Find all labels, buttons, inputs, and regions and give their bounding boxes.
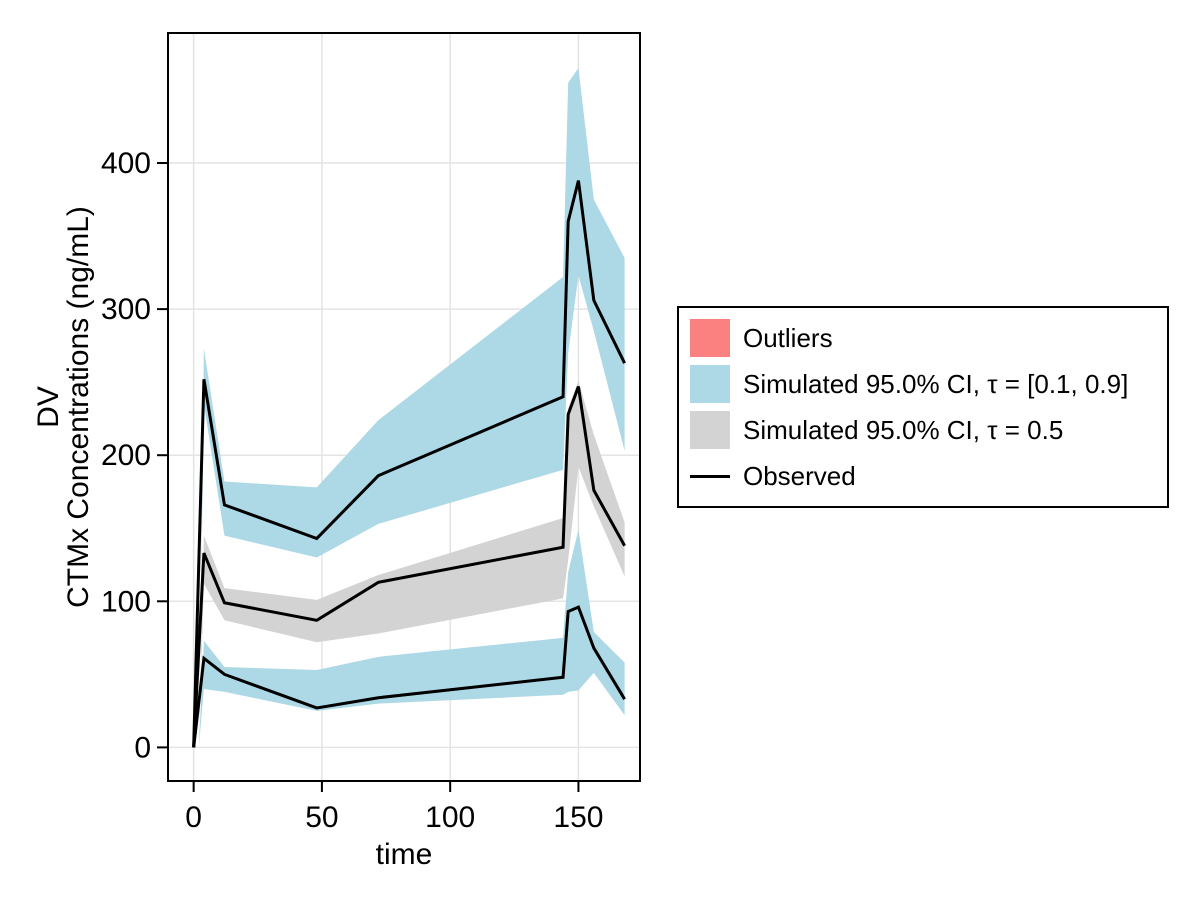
x-tick-label: 100 [425, 801, 475, 834]
plot-dynamic-layers: 0 50 100 150 0 100 200 300 400 [101, 32, 641, 834]
y-tick-label: 400 [101, 147, 151, 180]
observed-line-0 [192, 180, 626, 748]
outliers-swatch [690, 319, 730, 357]
simulated-ci-band-0 [198, 68, 625, 748]
x-tick-label: 150 [553, 801, 603, 834]
y-tick-label: 200 [101, 439, 151, 472]
simulated-ci-band-2 [198, 529, 625, 748]
simulated-ci-median-swatch [690, 411, 730, 449]
plot-legend: Outliers Simulated 95.0% CI, τ = [0.1, 0… [677, 306, 1169, 508]
legend-label-simulated-ci-median: Simulated 95.0% CI, τ = 0.5 [743, 414, 1064, 445]
plot-frame [167, 32, 641, 782]
x-tick-labels: 0 50 100 150 [185, 801, 603, 834]
legend-label-outliers: Outliers [743, 322, 833, 353]
observed-lines [192, 180, 626, 748]
legend-entry-outliers: Outliers [690, 318, 1167, 358]
simulated-ci-bands [198, 68, 625, 748]
x-tick-label: 0 [185, 801, 202, 834]
y-tick-labels: 0 100 200 300 400 [101, 147, 151, 764]
y-axis-label-line2: CTMx Concentrations (ng/mL) [62, 206, 95, 608]
observed-line-2 [192, 605, 626, 748]
observed-line-1 [192, 386, 626, 748]
y-tick-label: 300 [101, 293, 151, 326]
y-tick-label: 0 [134, 731, 151, 764]
legend-label-simulated-ci-outer: Simulated 95.0% CI, τ = [0.1, 0.9] [743, 368, 1129, 399]
legend-entry-simulated-ci-outer: Simulated 95.0% CI, τ = [0.1, 0.9] [690, 364, 1167, 404]
legend-label-observed: Observed [743, 460, 856, 491]
y-axis-label-line1: DV [32, 386, 65, 428]
x-axis-label: time [376, 838, 433, 871]
y-tick-label: 100 [101, 585, 151, 618]
legend-entry-observed: Observed [690, 456, 1167, 496]
observed-line-sample [690, 474, 730, 478]
legend-entry-simulated-ci-median: Simulated 95.0% CI, τ = 0.5 [690, 410, 1167, 450]
axis-ticks [157, 162, 580, 792]
x-tick-label: 50 [305, 801, 338, 834]
simulated-ci-outer-swatch [690, 365, 730, 403]
